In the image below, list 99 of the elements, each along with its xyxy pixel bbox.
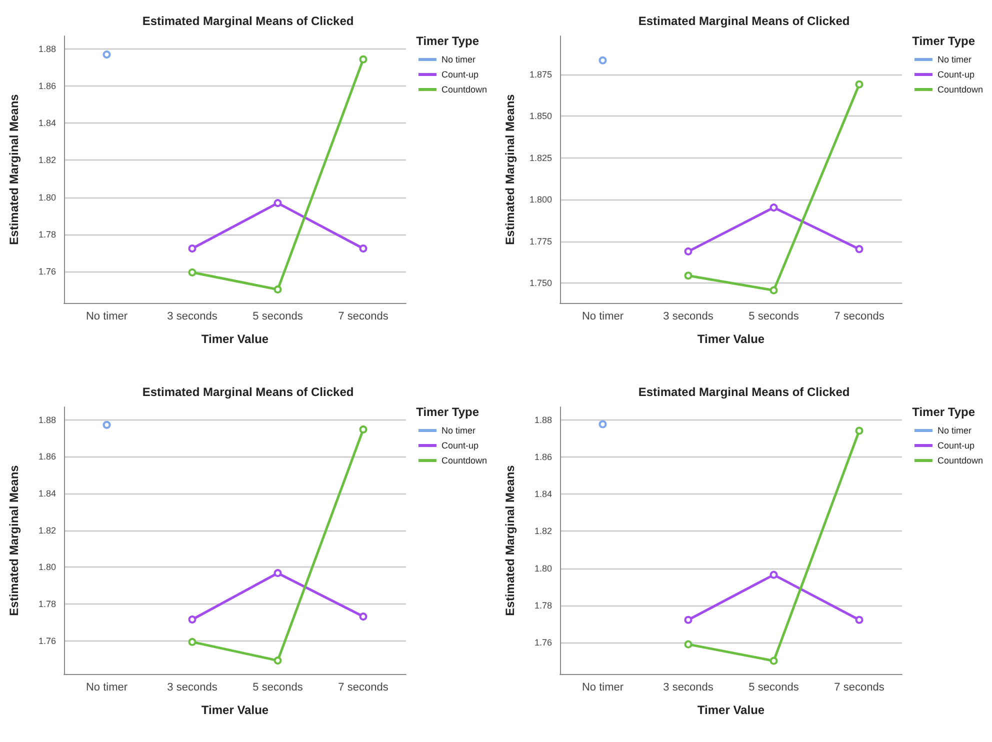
y-tick-label: 1.750	[529, 278, 552, 288]
y-tick-label: 1.84	[38, 118, 56, 128]
y-axis-title: Estimated Marginal Means	[503, 464, 517, 616]
y-tick-label: 1.86	[38, 81, 56, 92]
y-tick-label: 1.82	[38, 525, 56, 536]
point	[598, 56, 607, 64]
point	[770, 656, 778, 665]
point	[359, 55, 368, 64]
point	[359, 612, 368, 621]
legend-label: Countdown	[937, 456, 984, 466]
y-tick-label: 1.775	[529, 236, 552, 246]
point	[770, 286, 778, 294]
x-tick-label: 3 seconds	[167, 310, 218, 322]
y-tick-label: 1.875	[529, 69, 552, 80]
y-tick-label: 1.86	[38, 452, 56, 462]
legend-label: No timer	[937, 54, 972, 64]
legend-label: Countdown	[441, 456, 488, 466]
point	[770, 204, 778, 212]
x-axis-title: Timer Value	[201, 703, 269, 717]
point	[684, 247, 692, 256]
point	[102, 50, 111, 59]
point	[274, 199, 282, 208]
y-axis-title: Estimated Marginal Means	[503, 94, 517, 245]
y-axis-title: Estimated Marginal Means	[7, 464, 21, 616]
x-tick-label: 3 seconds	[167, 682, 218, 694]
point	[598, 420, 607, 428]
chart-title: Estimated Marginal Means of Clicked	[142, 385, 354, 399]
point	[684, 640, 692, 648]
point	[188, 268, 196, 276]
legend-label: No timer	[441, 426, 476, 436]
y-axis-title: Estimated Marginal Means	[7, 94, 21, 245]
y-tick-label: 1.850	[529, 111, 552, 122]
x-tick-label: 3 seconds	[663, 682, 714, 694]
point	[684, 616, 692, 624]
y-tick-label: 1.800	[529, 194, 552, 205]
chart-title: Estimated Marginal Means of Clicked	[638, 385, 850, 399]
legend-label: Countdown	[937, 84, 984, 94]
x-tick-label: 5 seconds	[748, 310, 800, 322]
point	[855, 426, 864, 435]
point	[188, 638, 196, 646]
point	[855, 245, 864, 254]
y-tick-label: 1.76	[38, 636, 56, 646]
y-tick-label: 1.76	[38, 266, 56, 276]
x-tick-label: 7 seconds	[834, 682, 885, 694]
chart-title: Estimated Marginal Means of Clicked	[142, 14, 354, 28]
y-tick-label: 1.76	[534, 637, 552, 648]
point	[274, 656, 282, 665]
legend-label: Count-up	[937, 440, 974, 450]
legend-label: Count-up	[441, 440, 478, 450]
y-tick-label: 1.88	[534, 414, 552, 425]
legend-label: Countdown	[441, 84, 488, 94]
point	[274, 569, 282, 578]
x-tick-label: 7 seconds	[338, 310, 389, 322]
y-tick-label: 1.78	[38, 229, 56, 240]
y-tick-label: 1.88	[38, 44, 56, 54]
point	[359, 244, 368, 252]
y-tick-label: 1.84	[534, 489, 552, 500]
x-tick-label: 5 seconds	[252, 682, 304, 694]
x-tick-label: 5 seconds	[748, 682, 800, 694]
point	[188, 615, 196, 624]
y-tick-label: 1.82	[38, 155, 56, 166]
y-tick-label: 1.88	[38, 414, 56, 425]
point	[855, 616, 864, 624]
legend-label: Count-up	[937, 70, 974, 80]
y-tick-label: 1.78	[38, 599, 56, 610]
x-tick-label: No timer	[86, 682, 128, 694]
y-tick-label: 1.80	[38, 562, 56, 572]
point	[359, 425, 368, 434]
legend-label: Count-up	[441, 70, 478, 80]
point	[188, 244, 196, 252]
y-tick-label: 1.78	[534, 600, 552, 610]
x-tick-label: 3 seconds	[663, 310, 714, 322]
legend-title: Timer Type	[416, 405, 480, 419]
x-tick-label: 5 seconds	[252, 310, 304, 322]
y-tick-label: 1.86	[534, 452, 552, 462]
x-axis-title: Timer Value	[697, 332, 765, 346]
y-tick-label: 1.80	[534, 563, 552, 574]
y-tick-label: 1.825	[529, 152, 552, 163]
legend-title: Timer Type	[912, 405, 976, 419]
x-axis-title: Timer Value	[697, 703, 765, 717]
point	[770, 570, 778, 579]
y-tick-label: 1.80	[38, 192, 56, 202]
x-tick-label: No timer	[86, 310, 128, 322]
x-tick-label: No timer	[582, 682, 624, 694]
point	[855, 80, 864, 88]
legend-title: Timer Type	[912, 34, 976, 48]
point	[102, 420, 111, 429]
legend-title: Timer Type	[416, 34, 480, 48]
x-tick-label: 7 seconds	[834, 310, 885, 322]
x-axis-title: Timer Value	[201, 332, 269, 346]
point	[274, 285, 282, 294]
point	[684, 272, 692, 280]
y-tick-label: 1.82	[534, 526, 552, 536]
x-tick-label: 7 seconds	[338, 682, 389, 694]
legend-label: No timer	[937, 426, 972, 436]
y-tick-label: 1.84	[38, 488, 56, 499]
chart-title: Estimated Marginal Means of Clicked	[638, 14, 850, 28]
legend-label: No timer	[441, 54, 476, 64]
x-tick-label: No timer	[582, 310, 624, 322]
